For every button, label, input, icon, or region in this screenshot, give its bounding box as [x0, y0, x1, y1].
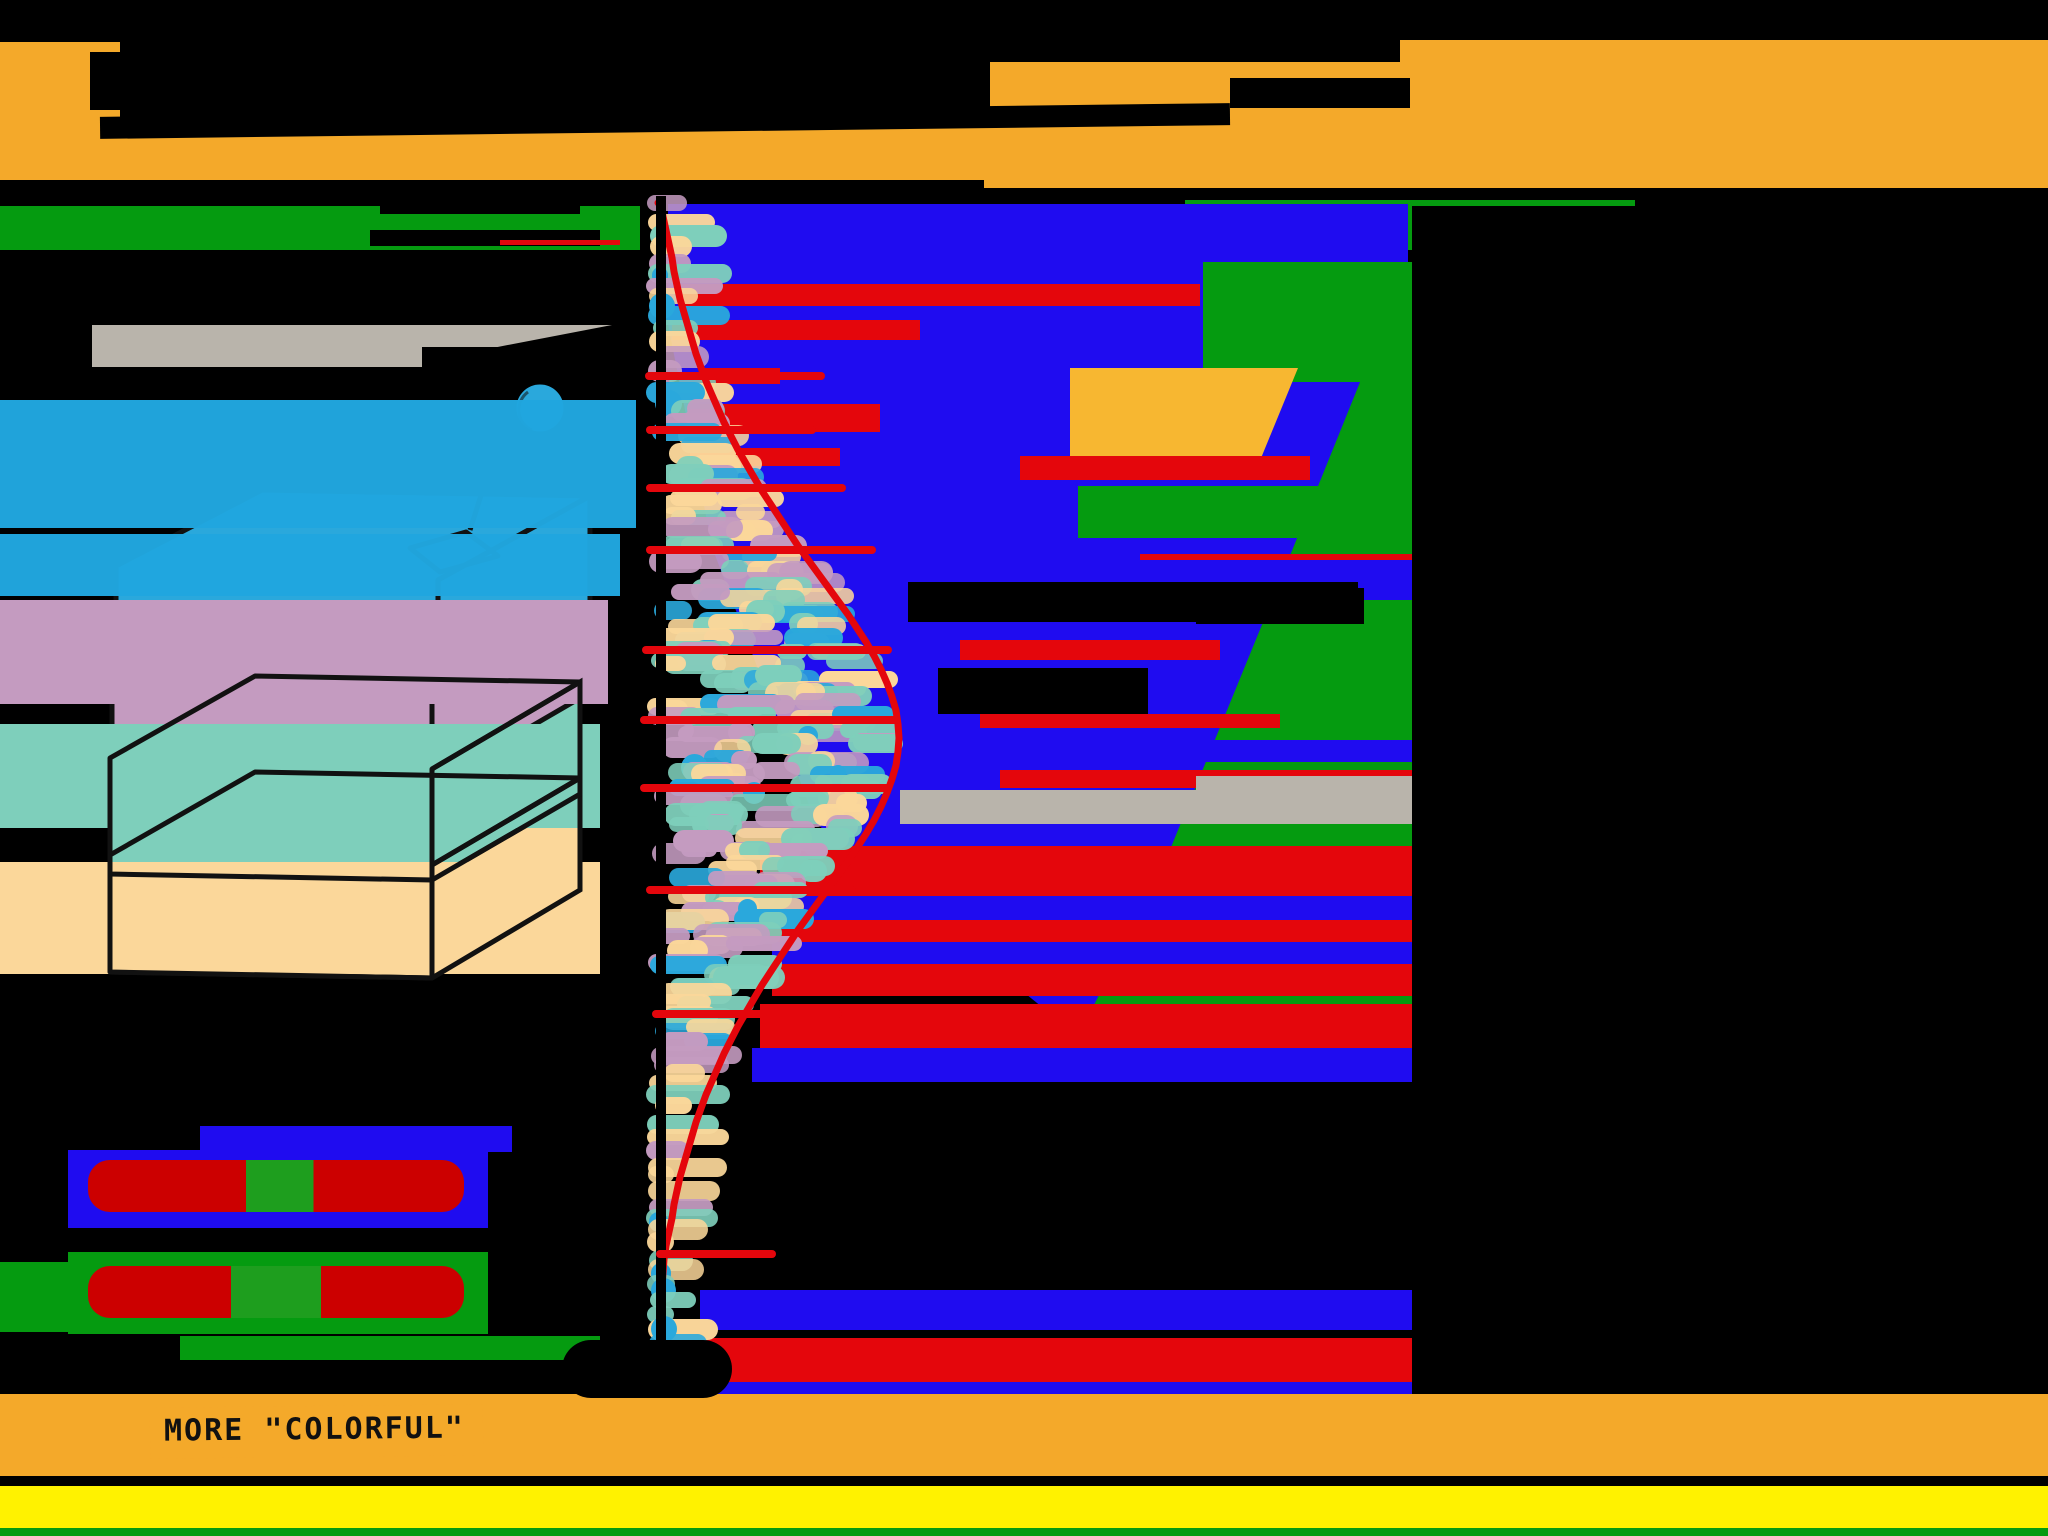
swarm-tick-7: [640, 784, 890, 792]
blue-stripe-4: [766, 896, 1414, 920]
distribution-marker: [686, 1019, 735, 1036]
knockout-c: [1196, 588, 1364, 624]
red-stripe-9: [980, 714, 1280, 728]
blue-stripe-5: [772, 942, 1414, 964]
distribution-marker: [707, 614, 775, 632]
glitch-teal-streak: [0, 724, 600, 828]
gray-text-smear-right-b: [1196, 776, 1412, 800]
red-stripe-14: [760, 1004, 1420, 1048]
swarm-tick-3: [646, 484, 846, 492]
swarm-tick-1: [645, 372, 825, 380]
right-orange-wedge: [1070, 368, 1298, 468]
distribution-marker: [670, 490, 718, 507]
distribution-marker: [670, 584, 731, 600]
bottom-green-strip: [0, 1528, 2048, 1536]
legend-row-blue-bar: [88, 1160, 464, 1212]
glitch-peach-streak: [0, 862, 600, 974]
red-stripe-13: [772, 962, 1412, 996]
upper-green-red-tick: [500, 240, 620, 245]
distribution-marker: [658, 551, 729, 570]
red-stripe-8: [960, 640, 1220, 660]
swarm-tick-8: [646, 886, 856, 894]
caption-more-colorful: MORE "COLORFUL": [149, 1404, 484, 1459]
legend-blue-trailing-smear: [200, 1126, 512, 1152]
booklist-heading-smear-b: [92, 325, 612, 347]
swarm-tick-2: [646, 426, 816, 434]
swarm-tick-4: [646, 546, 876, 554]
red-stripe-6: [1020, 456, 1310, 480]
red-stripe-15: [700, 1338, 1412, 1382]
distribution-marker: [647, 305, 730, 325]
swarm-tick-10: [656, 1250, 776, 1258]
distribution-marker: [738, 840, 770, 860]
right-green-block-upper: [1203, 262, 1413, 382]
upper-green-ink-a: [380, 196, 580, 214]
glitch-cyan-streak-b: [0, 534, 620, 596]
glitch-cyan-streak: [0, 400, 636, 528]
distribution-marker: [657, 719, 695, 742]
distribution-marker: [754, 665, 802, 687]
red-stripe-12: [760, 918, 1420, 942]
bottom-ink-blob: [562, 1340, 732, 1398]
knockout-d: [1412, 206, 2048, 1386]
distribution-marker: [685, 409, 722, 427]
distribution-marker: [752, 732, 802, 755]
blue-stripe-6: [752, 1048, 1420, 1082]
glitch-mauve-streak: [0, 600, 608, 704]
distribution-marker: [735, 504, 766, 520]
title-ink-streak-a: [90, 52, 990, 110]
distribution-marker: [708, 870, 761, 886]
blue-stripe-7: [700, 1290, 1412, 1330]
swarm-tick-6: [640, 716, 900, 724]
red-stripe-11: [760, 846, 1420, 898]
distribution-marker: [825, 652, 883, 669]
swarm-tick-9: [652, 1010, 842, 1018]
legend-green-trailing-smear: [180, 1336, 600, 1360]
swarm-tick-5: [642, 646, 892, 654]
legend-row-green-bar: [88, 1266, 464, 1318]
distribution-marker: [848, 734, 903, 754]
red-stripe-1: [680, 284, 1200, 306]
legend-row-green[interactable]: [68, 1252, 488, 1334]
title-ink-streak-c: [1230, 78, 1410, 108]
legend-green-trailing-smear-b: [0, 1262, 70, 1332]
distribution-marker: [657, 994, 711, 1010]
blue-stripe-3: [1150, 740, 1420, 762]
legend-row-blue[interactable]: [68, 1150, 488, 1228]
distribution-marker: [661, 517, 744, 538]
title-smear-far-right: [1400, 40, 2048, 80]
bottom-yellow-band: [0, 1486, 2048, 1528]
red-stripe-2: [672, 320, 920, 340]
caption-text: MORE "COLORFUL": [163, 1410, 466, 1449]
knockout-b: [938, 668, 1148, 714]
right-green-block-mid: [1078, 486, 1398, 538]
